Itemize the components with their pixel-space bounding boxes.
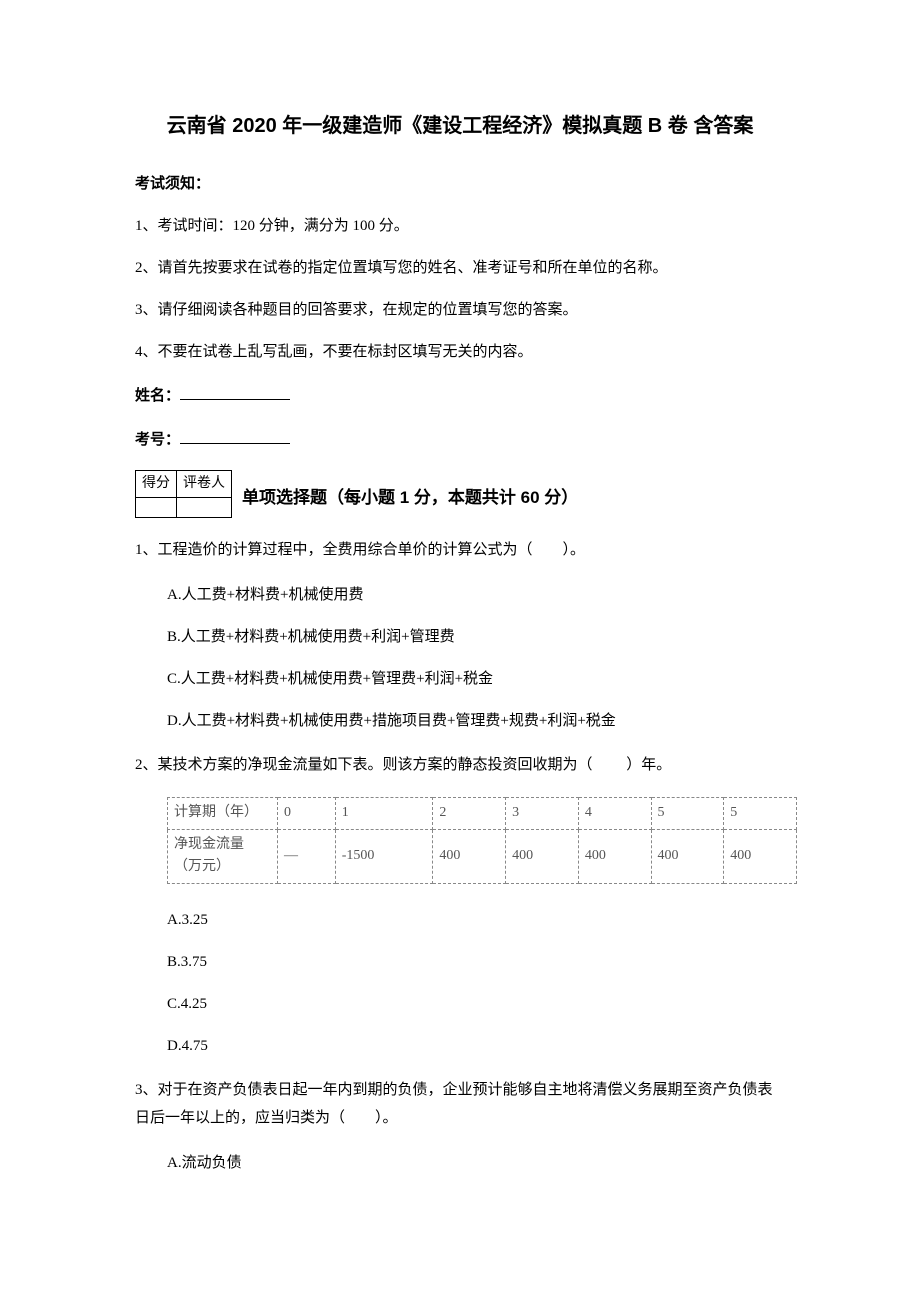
- question-3-stem: 3、对于在资产负债表日起一年内到期的负债，企业预计能够自主地将清偿义务展期至资产…: [135, 1076, 785, 1133]
- name-underline: [180, 382, 290, 400]
- cf-r2-c6: 400: [724, 829, 797, 883]
- cf-r1-c1: 1: [335, 798, 433, 829]
- id-underline: [180, 426, 290, 444]
- cf-r1-c0: 0: [278, 798, 336, 829]
- q1-option-c: C.人工费+材料费+机械使用费+管理费+利润+税金: [167, 667, 785, 691]
- q2-option-a: A.3.25: [167, 908, 785, 932]
- name-field-line: 姓名：: [135, 382, 785, 408]
- cf-r2-c3: 400: [506, 829, 579, 883]
- cf-r1-c6: 5: [724, 798, 797, 829]
- document-title: 云南省 2020 年一级建造师《建设工程经济》模拟真题 B 卷 含答案: [135, 110, 785, 142]
- instruction-1: 1、考试时间：120 分钟，满分为 100 分。: [135, 214, 785, 238]
- question-2-stem: 2、某技术方案的净现金流量如下表。则该方案的静态投资回收期为（ ）年。: [135, 751, 785, 780]
- q1-option-d: D.人工费+材料费+机械使用费+措施项目费+管理费+规费+利润+税金: [167, 709, 785, 733]
- score-table: 得分 评卷人: [135, 470, 232, 518]
- question-1-stem: 1、工程造价的计算过程中，全费用综合单价的计算公式为（ ）。: [135, 536, 785, 565]
- cf-r1-c4: 4: [578, 798, 651, 829]
- name-label: 姓名：: [135, 387, 180, 404]
- id-label: 考号：: [135, 431, 180, 448]
- score-cell-empty-2: [177, 498, 232, 518]
- instruction-4: 4、不要在试卷上乱写乱画，不要在标封区填写无关的内容。: [135, 340, 785, 364]
- cf-r2-c0: —: [278, 829, 336, 883]
- cf-r2-c5: 400: [651, 829, 724, 883]
- cf-r2-c1: -1500: [335, 829, 433, 883]
- instruction-2: 2、请首先按要求在试卷的指定位置填写您的姓名、准考证号和所在单位的名称。: [135, 256, 785, 280]
- cf-row1-label: 计算期（年）: [168, 798, 278, 829]
- cf-r1-c5: 5: [651, 798, 724, 829]
- score-section: 得分 评卷人 单项选择题（每小题 1 分，本题共计 60 分）: [135, 470, 785, 518]
- id-field-line: 考号：: [135, 426, 785, 452]
- q2-option-d: D.4.75: [167, 1034, 785, 1058]
- score-cell-empty-1: [136, 498, 177, 518]
- section-title: 单项选择题（每小题 1 分，本题共计 60 分）: [242, 470, 578, 511]
- score-header-score: 得分: [136, 471, 177, 498]
- cf-r1-c3: 3: [506, 798, 579, 829]
- q1-option-b: B.人工费+材料费+机械使用费+利润+管理费: [167, 625, 785, 649]
- cf-row2-label: 净现金流量（万元）: [168, 829, 278, 883]
- score-header-grader: 评卷人: [177, 471, 232, 498]
- cf-r2-c4: 400: [578, 829, 651, 883]
- instruction-3: 3、请仔细阅读各种题目的回答要求，在规定的位置填写您的答案。: [135, 298, 785, 322]
- q2-option-c: C.4.25: [167, 992, 785, 1016]
- q1-option-a: A.人工费+材料费+机械使用费: [167, 583, 785, 607]
- cf-r2-c2: 400: [433, 829, 506, 883]
- cashflow-table: 计算期（年） 0 1 2 3 4 5 5 净现金流量（万元） — -1500 4…: [167, 797, 797, 883]
- notice-heading: 考试须知：: [135, 172, 785, 196]
- cf-r1-c2: 2: [433, 798, 506, 829]
- q2-option-b: B.3.75: [167, 950, 785, 974]
- q3-option-a: A.流动负债: [167, 1151, 785, 1175]
